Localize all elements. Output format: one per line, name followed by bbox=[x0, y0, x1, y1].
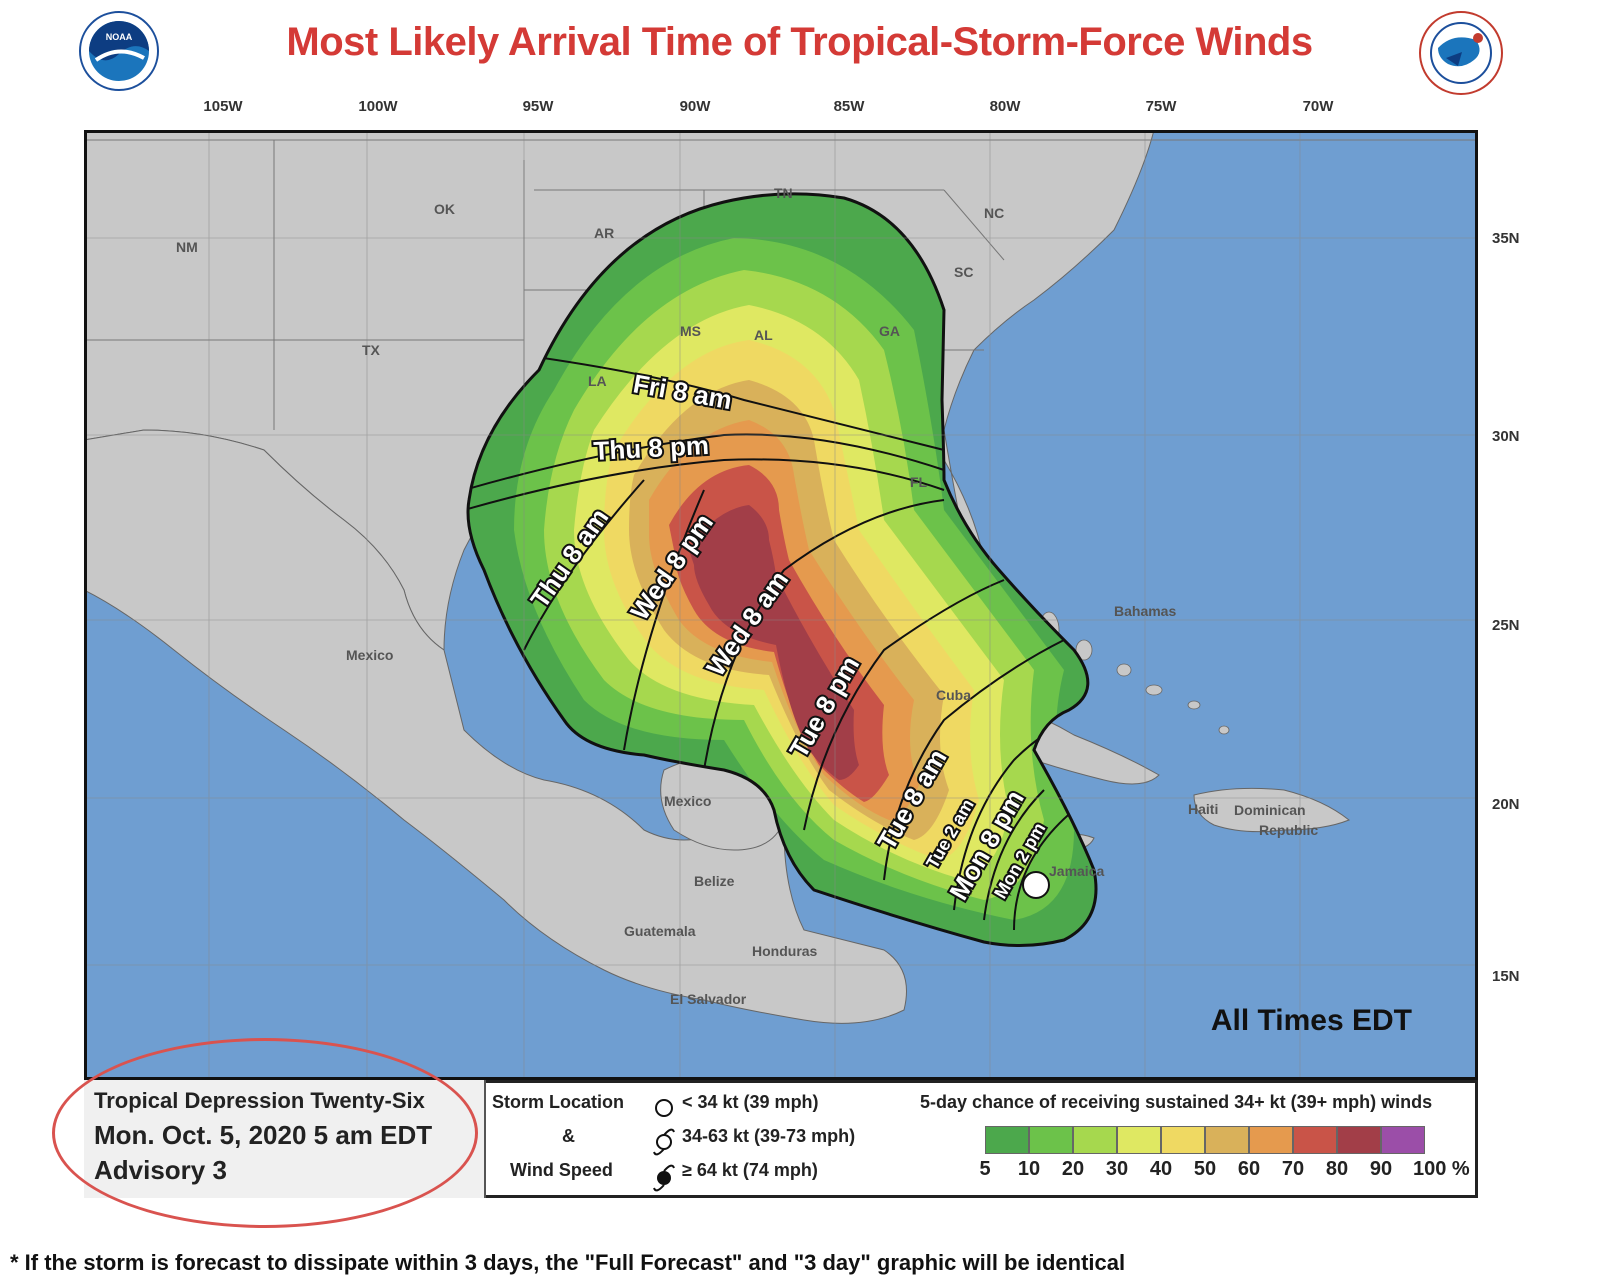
label-el-salvador: El Salvador bbox=[670, 991, 747, 1007]
lat-lon-grid bbox=[84, 130, 1478, 1080]
lat-label-35n: 35N bbox=[1492, 230, 1520, 247]
probability-swatch bbox=[1117, 1126, 1161, 1154]
probability-swatch bbox=[1293, 1126, 1337, 1154]
lat-label-30n: 30N bbox=[1492, 428, 1520, 445]
probability-swatch bbox=[1205, 1126, 1249, 1154]
probability-label: 10 bbox=[1017, 1158, 1041, 1180]
label-mexico-2: Mexico bbox=[664, 793, 711, 809]
probability-label: 100 % bbox=[1413, 1158, 1470, 1180]
storm-key-row-3: ≥ 64 kt (74 mph) bbox=[682, 1160, 818, 1180]
probability-swatch bbox=[985, 1126, 1029, 1154]
red-highlight-circle bbox=[52, 1038, 478, 1228]
all-times-label: All Times EDT bbox=[1211, 1004, 1412, 1037]
nws-logo bbox=[1419, 11, 1503, 95]
noaa-logo-text: NOAA bbox=[106, 32, 133, 42]
label-ga: GA bbox=[879, 323, 900, 339]
probability-label: 80 bbox=[1325, 1158, 1349, 1180]
lat-label-25n: 25N bbox=[1492, 617, 1520, 634]
label-la: LA bbox=[588, 373, 607, 389]
storm-key-label-and: & bbox=[562, 1126, 575, 1146]
lat-label-20n: 20N bbox=[1492, 796, 1520, 813]
storm-key-label-location: Storm Location bbox=[492, 1092, 625, 1112]
probability-label: 90 bbox=[1369, 1158, 1393, 1180]
storm-key-symbols bbox=[653, 1099, 675, 1192]
probability-swatch bbox=[1029, 1126, 1073, 1154]
label-bahamas: Bahamas bbox=[1114, 603, 1176, 619]
lon-label-70w: 70W bbox=[1302, 98, 1334, 115]
probability-label: 70 bbox=[1281, 1158, 1305, 1180]
label-dominican: Dominican bbox=[1234, 802, 1306, 818]
label-nc: NC bbox=[984, 205, 1004, 221]
probability-swatch bbox=[1161, 1126, 1205, 1154]
storm-key-row-2: 34-63 kt (39-73 mph) bbox=[682, 1126, 856, 1146]
probability-label: 50 bbox=[1193, 1158, 1217, 1180]
probability-label: 60 bbox=[1237, 1158, 1261, 1180]
label-ar: AR bbox=[594, 225, 614, 241]
map-title: Most Likely Arrival Time of Tropical-Sto… bbox=[286, 20, 1313, 64]
label-sc: SC bbox=[954, 264, 973, 280]
footnote: * If the storm is forecast to dissipate … bbox=[10, 1250, 1126, 1275]
lon-label-85w: 85W bbox=[833, 98, 865, 115]
label-tx: TX bbox=[362, 342, 381, 358]
label-jamaica: Jamaica bbox=[1049, 863, 1104, 879]
storm-key-label-windspeed: Wind Speed bbox=[510, 1160, 613, 1180]
label-guatemala: Guatemala bbox=[624, 923, 696, 939]
label-cuba: Cuba bbox=[936, 687, 971, 703]
lat-label-15n: 15N bbox=[1492, 968, 1520, 985]
label-nm: NM bbox=[176, 239, 198, 255]
probability-label: 20 bbox=[1061, 1158, 1085, 1180]
mexico-land bbox=[84, 429, 907, 1024]
label-republic: Republic bbox=[1259, 822, 1318, 838]
storm-key: Storm Location & Wind Speed < 34 kt (39 … bbox=[492, 1090, 892, 1200]
label-mexico-1: Mexico bbox=[346, 647, 393, 663]
label-al: AL bbox=[754, 327, 773, 343]
label-fl: FL bbox=[910, 474, 928, 490]
label-honduras: Honduras bbox=[752, 943, 818, 959]
map-panel: NM OK TX AR TN NC SC MS AL GA LA FL Mexi… bbox=[84, 130, 1478, 1080]
label-tn: TN bbox=[774, 185, 793, 201]
label-ms: MS bbox=[680, 323, 701, 339]
probability-swatch bbox=[1073, 1126, 1117, 1154]
noaa-logo: NOAA bbox=[79, 11, 159, 91]
lon-label-80w: 80W bbox=[989, 98, 1021, 115]
storm-location-marker bbox=[1022, 871, 1050, 899]
probability-legend-title: 5-day chance of receiving sustained 34+ … bbox=[920, 1092, 1433, 1112]
hispaniola-land bbox=[1193, 787, 1350, 833]
lon-label-75w: 75W bbox=[1145, 98, 1177, 115]
lon-label-105w: 105W bbox=[203, 98, 243, 115]
lon-label-95w: 95W bbox=[522, 98, 554, 115]
storm-key-row-1: < 34 kt (39 mph) bbox=[682, 1092, 819, 1112]
arrival-label-thu-8pm: Thu 8 pm bbox=[593, 430, 710, 466]
label-belize: Belize bbox=[694, 873, 735, 889]
probability-swatch bbox=[1249, 1126, 1293, 1154]
label-ok: OK bbox=[434, 201, 455, 217]
lon-label-100w: 100W bbox=[358, 98, 398, 115]
probability-label: 5 bbox=[979, 1158, 991, 1180]
probability-label: 40 bbox=[1149, 1158, 1173, 1180]
label-haiti: Haiti bbox=[1188, 801, 1218, 817]
probability-swatch bbox=[1381, 1126, 1425, 1154]
lon-label-90w: 90W bbox=[679, 98, 711, 115]
probability-label: 30 bbox=[1105, 1158, 1129, 1180]
probability-swatch bbox=[1337, 1126, 1381, 1154]
